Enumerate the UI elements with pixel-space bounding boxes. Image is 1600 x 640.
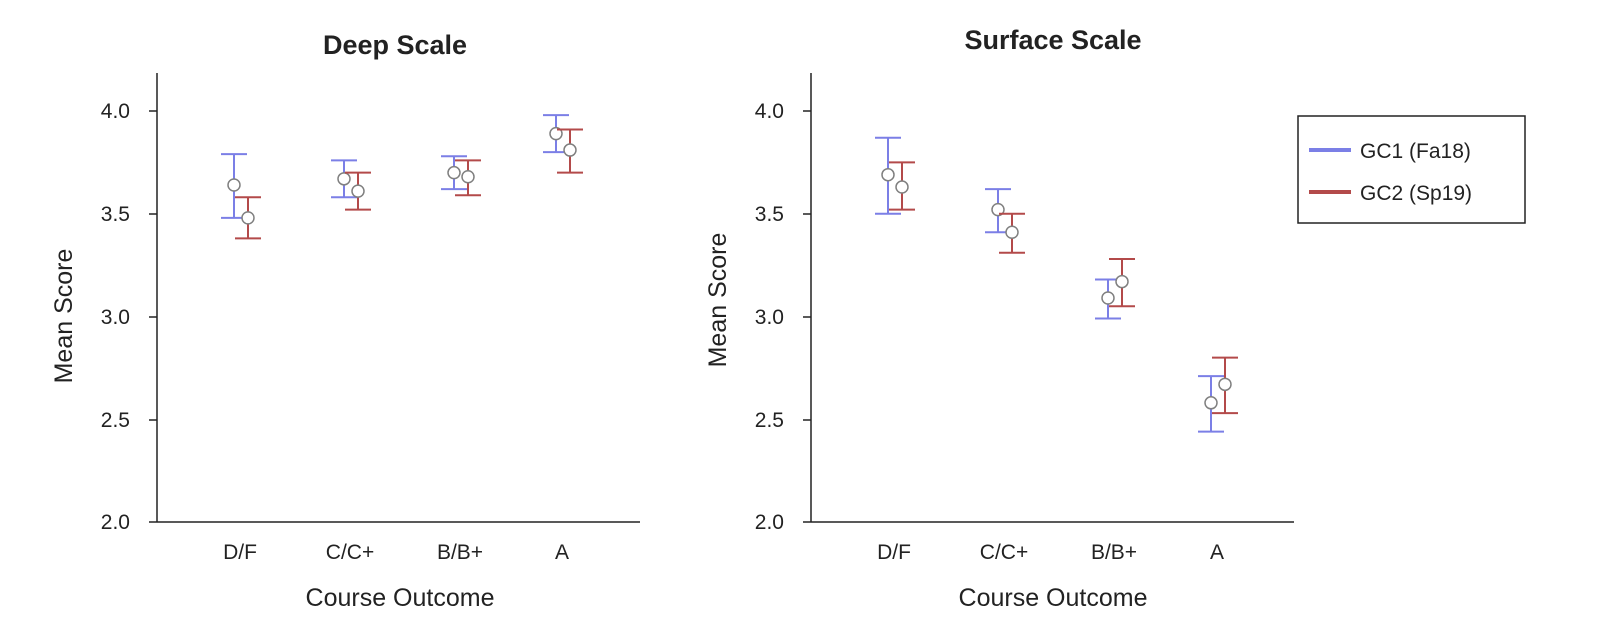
mean-point [549,126,563,141]
error-bar-point [455,159,481,197]
error-bar-point [1212,356,1238,415]
x-axis-label: Course Outcome [306,584,495,612]
error-bar-point [875,136,901,215]
x-tick-label: B/B+ [1091,541,1137,564]
y-tick-label: 4.0 [101,100,130,123]
y-tick: 2.5 [101,409,157,432]
legend: GC1 (Fa18) GC2 (Sp19) [1297,115,1526,224]
error-bar-point [999,212,1025,254]
x-axis-label: Course Outcome [959,584,1148,612]
surface-scale-panel: Surface Scale 2.0 2.5 3.0 3.5 4.0 [704,25,1294,612]
y-tick-label: 3.5 [755,203,784,226]
y-tick: 3.0 [755,306,811,329]
mean-point [1101,291,1115,305]
y-tick: 3.5 [101,203,157,226]
y-tick: 4.0 [755,100,811,123]
mean-point [227,178,241,192]
y-tick: 2.5 [755,409,811,432]
y-tick-label: 3.0 [755,306,784,329]
chart-title: Deep Scale [323,30,467,60]
error-bar-point [331,159,357,199]
chart-title: Surface Scale [964,25,1141,55]
x-tick-label: D/F [877,541,911,564]
legend-entry: GC2 (Sp19) [1309,182,1472,205]
y-tick-label: 4.0 [755,100,784,123]
x-tick-label: C/C+ [326,541,374,564]
mean-point [241,211,255,225]
error-bar-point [235,196,261,240]
y-tick-label: 2.0 [755,511,784,534]
y-axis-label: Mean Score [704,233,732,368]
x-tick-label: D/F [223,541,257,564]
error-bar-point [985,188,1011,234]
legend-entry: GC1 (Fa18) [1309,140,1471,163]
y-tick-label: 3.0 [101,306,130,329]
error-bar-point [1109,257,1135,308]
error-bar-point [221,153,247,219]
mean-point [881,167,895,182]
y-tick: 2.0 [755,511,811,534]
x-tick-label: B/B+ [437,541,483,564]
mean-point [351,184,365,198]
mean-point [563,143,577,157]
y-tick-label: 2.5 [101,409,130,432]
x-tick-label: A [555,541,569,564]
y-tick-label: 3.5 [101,203,130,226]
error-bar-point [345,171,371,211]
y-axis-label: Mean Score [50,249,78,384]
error-bar-point [889,161,915,211]
error-bar-point [1198,375,1224,433]
mean-point [1204,396,1218,410]
x-ticks: D/F C/C+ B/B+ A [877,541,1224,564]
error-bar-point [1095,278,1121,320]
y-tick-label: 2.0 [101,511,130,534]
legend-label: GC2 (Sp19) [1360,182,1472,205]
x-tick-label: A [1210,541,1224,564]
y-tick: 3.0 [101,306,157,329]
y-tick-label: 2.5 [755,409,784,432]
mean-point [1005,225,1019,239]
data-marks [221,114,583,240]
mean-point [337,172,351,186]
x-ticks: D/F C/C+ B/B+ A [223,541,569,564]
legend-label: GC1 (Fa18) [1360,140,1471,163]
y-tick: 2.0 [101,511,157,534]
x-tick-label: C/C+ [980,541,1028,564]
mean-point [895,180,909,194]
data-marks [875,136,1238,433]
y-ticks: 2.0 2.5 3.0 3.5 4.0 [755,100,811,534]
mean-point [1115,274,1129,289]
y-tick: 4.0 [101,100,157,123]
mean-point [991,202,1005,217]
y-ticks: 2.0 2.5 3.0 3.5 4.0 [101,100,157,534]
error-bar-point [441,155,467,191]
mean-point [1218,377,1232,392]
error-bar-point [557,128,583,174]
deep-scale-panel: Deep Scale 2.0 2.5 3.0 3.5 4.0 [50,30,640,612]
mean-point [447,165,461,180]
y-tick: 3.5 [755,203,811,226]
legend-box [1297,115,1526,224]
mean-point [461,170,475,184]
